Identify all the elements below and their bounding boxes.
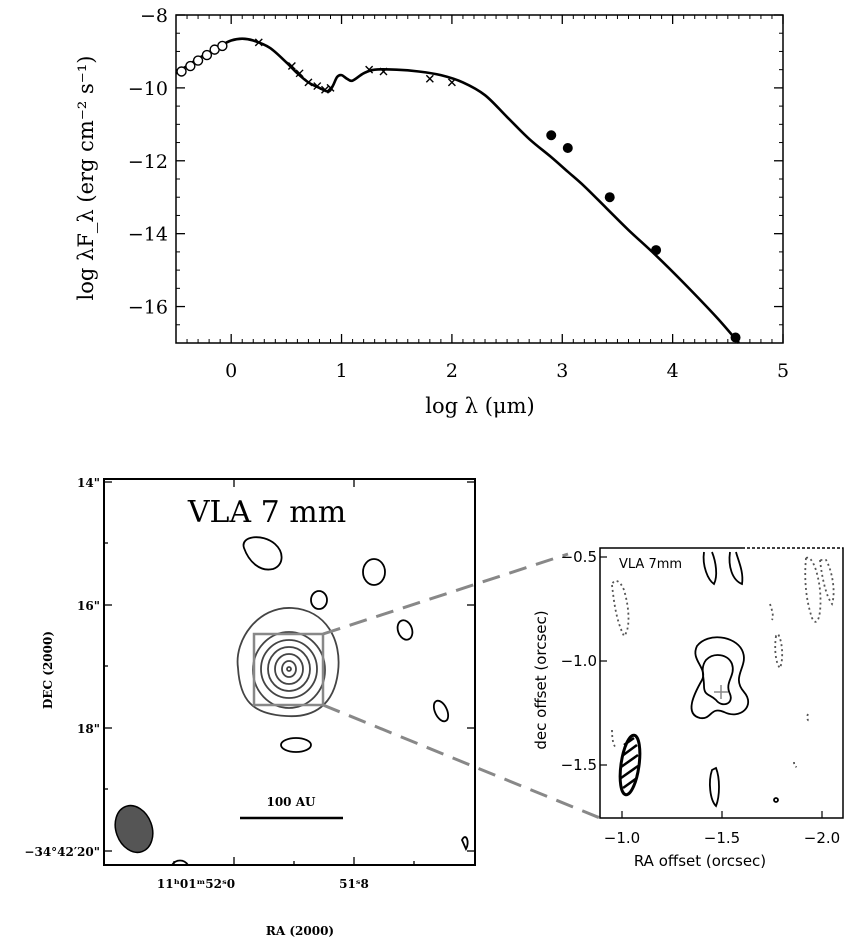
zoom-dotted-contours bbox=[611, 556, 835, 768]
vla-map-zoom-box bbox=[252, 632, 325, 707]
zoom-beam-hatching bbox=[620, 736, 639, 790]
sed-x-tick-label: 0 bbox=[225, 360, 237, 382]
zoom-panel: VLA 7mm −0.5 −1.0 −1.5 −1.0 −1.5 −2.0 RA… bbox=[532, 547, 844, 870]
zoom-solid-contours bbox=[690, 551, 779, 808]
sed-cross-point bbox=[295, 69, 304, 78]
sed-cross-point bbox=[254, 38, 263, 47]
sed-cross-stroke bbox=[320, 85, 329, 94]
sed-open-circle-point bbox=[192, 55, 204, 66]
sed-filled-circle-point bbox=[562, 143, 573, 154]
sed-cross-stroke bbox=[379, 67, 388, 76]
sed-cross-stroke bbox=[326, 83, 335, 92]
sed-x-tick-label: 5 bbox=[777, 360, 789, 382]
sed-cross-stroke bbox=[304, 78, 313, 87]
zoom-y-tick-1-0: −1.0 bbox=[561, 652, 597, 670]
sed-model-line bbox=[175, 37, 740, 344]
sed-cross-stroke bbox=[365, 65, 374, 74]
sed-y-tick-label: −8 bbox=[140, 5, 168, 27]
sed-x-axis-label: log λ (μm) bbox=[425, 394, 534, 418]
zoom-connector-lines bbox=[322, 552, 601, 820]
sed-open-circle-point bbox=[176, 66, 187, 77]
sed-cross-point bbox=[320, 85, 329, 94]
zoom-x-tick-2-0: −2.0 bbox=[804, 829, 840, 847]
sed-x-tick-label: 2 bbox=[446, 360, 458, 382]
zoom-x-tick-1-5: −1.5 bbox=[704, 829, 740, 847]
sed-cross-stroke bbox=[295, 69, 304, 78]
sed-plot: 0 1 2 3 4 5 −8 −10 −12 −14 −16 log λ (μm) log λF_λ… bbox=[74, 5, 789, 418]
sed-x-tick-label: 4 bbox=[667, 360, 679, 382]
vla-map-ticks bbox=[104, 479, 475, 865]
zoom-panel-ticks bbox=[600, 556, 823, 818]
sed-cross-stroke bbox=[313, 82, 322, 91]
sed-cross-stroke bbox=[425, 74, 434, 83]
vla-map-x-axis-label: RA (2000) bbox=[266, 924, 334, 938]
sed-tick-labels: 0 1 2 3 4 5 −8 −10 −12 −14 −16 bbox=[128, 5, 789, 382]
vla-map-y-axis-label: DEC (2000) bbox=[41, 631, 55, 709]
sed-filled-circle-point bbox=[651, 245, 662, 256]
zoom-y-axis-label: dec offset (orcsec) bbox=[532, 610, 550, 749]
sed-cross-point bbox=[425, 74, 434, 83]
sed-ticks bbox=[175, 14, 784, 344]
vla-map-y-tick-18: 18" bbox=[77, 722, 100, 736]
vla-map-panel: VLA 7 mm 14" 16" 18" −34°42′20" 11ʰ01ᵐ52… bbox=[24, 476, 476, 938]
sed-y-tick-label: −12 bbox=[128, 151, 168, 173]
sed-data-points bbox=[176, 38, 741, 343]
sed-y-tick-label: −14 bbox=[128, 224, 168, 246]
sed-open-circle-point bbox=[217, 40, 228, 52]
sed-cross-point bbox=[447, 78, 456, 87]
sed-cross-point bbox=[287, 62, 296, 71]
sed-cross-point bbox=[326, 83, 335, 92]
sed-cross-stroke bbox=[254, 38, 263, 47]
sed-open-circle-point bbox=[185, 60, 196, 72]
zoom-panel-title: VLA 7mm bbox=[619, 557, 682, 572]
sed-filled-circle-point bbox=[546, 130, 557, 141]
sed-filled-circle-point bbox=[730, 332, 741, 343]
zoom-center-cross bbox=[714, 685, 728, 699]
vla-map-frame bbox=[103, 478, 476, 866]
sed-cross-point bbox=[365, 65, 374, 74]
sed-y-axis-label: log λF_λ (erg cm⁻² s⁻¹) bbox=[74, 56, 98, 301]
zoom-y-tick-1-5: −1.5 bbox=[561, 756, 597, 774]
sed-cross-point bbox=[313, 82, 322, 91]
vla-map-noise-contours bbox=[171, 536, 469, 866]
sed-plot-frame bbox=[175, 14, 784, 344]
vla-map-scale-bar-label: 100 AU bbox=[266, 795, 316, 809]
vla-map-x-tick-1: 11ʰ01ᵐ52ˢ0 bbox=[157, 877, 235, 891]
zoom-x-axis-label: RA offset (orcsec) bbox=[634, 852, 766, 870]
zoom-beam bbox=[618, 733, 642, 797]
sed-cross-point bbox=[379, 67, 388, 76]
sed-x-tick-label: 3 bbox=[556, 360, 568, 382]
vla-map-y-tick-16: 16" bbox=[77, 599, 100, 613]
sed-y-tick-label: −10 bbox=[128, 78, 168, 100]
vla-map-x-tick-2: 51ˢ8 bbox=[339, 877, 369, 891]
sed-filled-circle-point bbox=[604, 192, 615, 203]
sed-x-tick-label: 1 bbox=[335, 360, 347, 382]
vla-map-y-tick-20: −34°42′20" bbox=[24, 845, 100, 859]
sed-cross-stroke bbox=[447, 78, 456, 87]
vla-map-y-tick-14: 14" bbox=[77, 476, 100, 490]
sed-y-tick-label: −16 bbox=[128, 297, 168, 319]
sed-cross-stroke bbox=[287, 62, 296, 71]
zoom-x-tick-1-0: −1.0 bbox=[604, 829, 640, 847]
zoom-y-tick-0-5: −0.5 bbox=[561, 548, 597, 566]
sed-open-circle-point bbox=[201, 49, 213, 61]
vla-map-beam bbox=[114, 804, 154, 854]
vla-map-title: VLA 7 mm bbox=[187, 495, 346, 530]
sed-cross-point bbox=[304, 78, 313, 87]
